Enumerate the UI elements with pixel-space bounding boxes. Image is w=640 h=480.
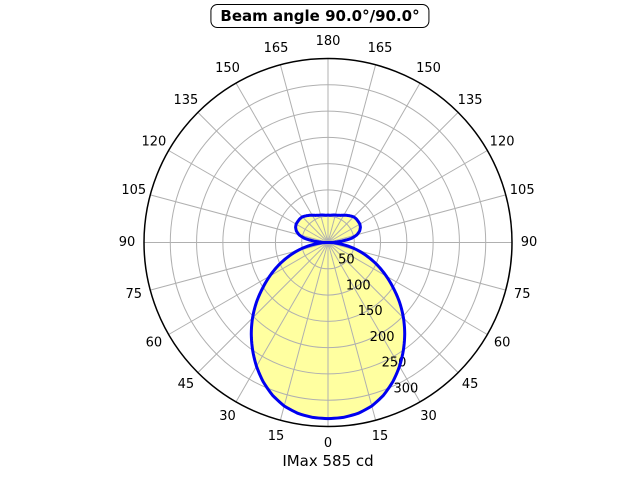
angle-tick-label: 150 (215, 61, 240, 76)
grid-spoke (168, 242, 329, 335)
angle-tick-label: 90 (521, 235, 538, 250)
grid-spoke (327, 242, 459, 373)
grid-spoke (197, 112, 329, 243)
chart-title: Beam angle 90.0°/90.0° (210, 4, 430, 28)
grid-spoke (327, 242, 377, 421)
angle-tick-label: 120 (490, 135, 515, 150)
grid-spoke (327, 242, 421, 403)
grid-spoke (279, 242, 329, 421)
angle-tick-label: 90 (119, 235, 136, 250)
radial-tick-label: 100 (346, 278, 371, 293)
radial-tick-label: 200 (370, 330, 395, 345)
angle-tick-label: 30 (420, 409, 437, 424)
grid-spoke (197, 242, 329, 373)
radial-tick-label: 150 (358, 304, 383, 319)
imax-label: IMax 585 cd (282, 452, 374, 470)
grid-spoke (168, 150, 329, 243)
angle-tick-label: 150 (416, 61, 441, 76)
grid-spoke (327, 82, 421, 243)
grid-spoke (327, 242, 488, 335)
angle-tick-label: 135 (173, 93, 198, 108)
angle-tick-label: 165 (368, 41, 393, 56)
grid-spoke (327, 64, 377, 243)
grid-spoke (327, 112, 459, 243)
grid-spoke (279, 64, 329, 243)
beam-curve (249, 213, 407, 421)
angle-tick-label: 75 (126, 287, 143, 302)
angle-tick-label: 45 (462, 377, 479, 392)
angle-tick-label: 180 (316, 34, 341, 49)
angle-tick-label: 120 (141, 135, 166, 150)
angle-tick-label: 105 (510, 183, 535, 198)
grid-spoke (327, 150, 488, 243)
radial-tick-label: 300 (393, 382, 418, 397)
angle-tick-label: 75 (514, 287, 531, 302)
angle-tick-label: 15 (268, 429, 285, 444)
angle-tick-label: 15 (372, 429, 389, 444)
angle-tick-label: 60 (494, 336, 511, 351)
angle-tick-label: 165 (264, 41, 289, 56)
angle-tick-label: 0 (324, 436, 332, 451)
grid-spoke (235, 82, 329, 243)
outer-circle (143, 57, 513, 428)
angle-tick-label: 30 (219, 409, 236, 424)
radial-tick-label: 50 (338, 253, 355, 268)
angle-tick-label: 135 (458, 93, 483, 108)
grid-spoke (235, 242, 329, 403)
angle-tick-label: 45 (178, 377, 195, 392)
angle-tick-label: 60 (146, 336, 163, 351)
angle-tick-label: 105 (121, 183, 146, 198)
